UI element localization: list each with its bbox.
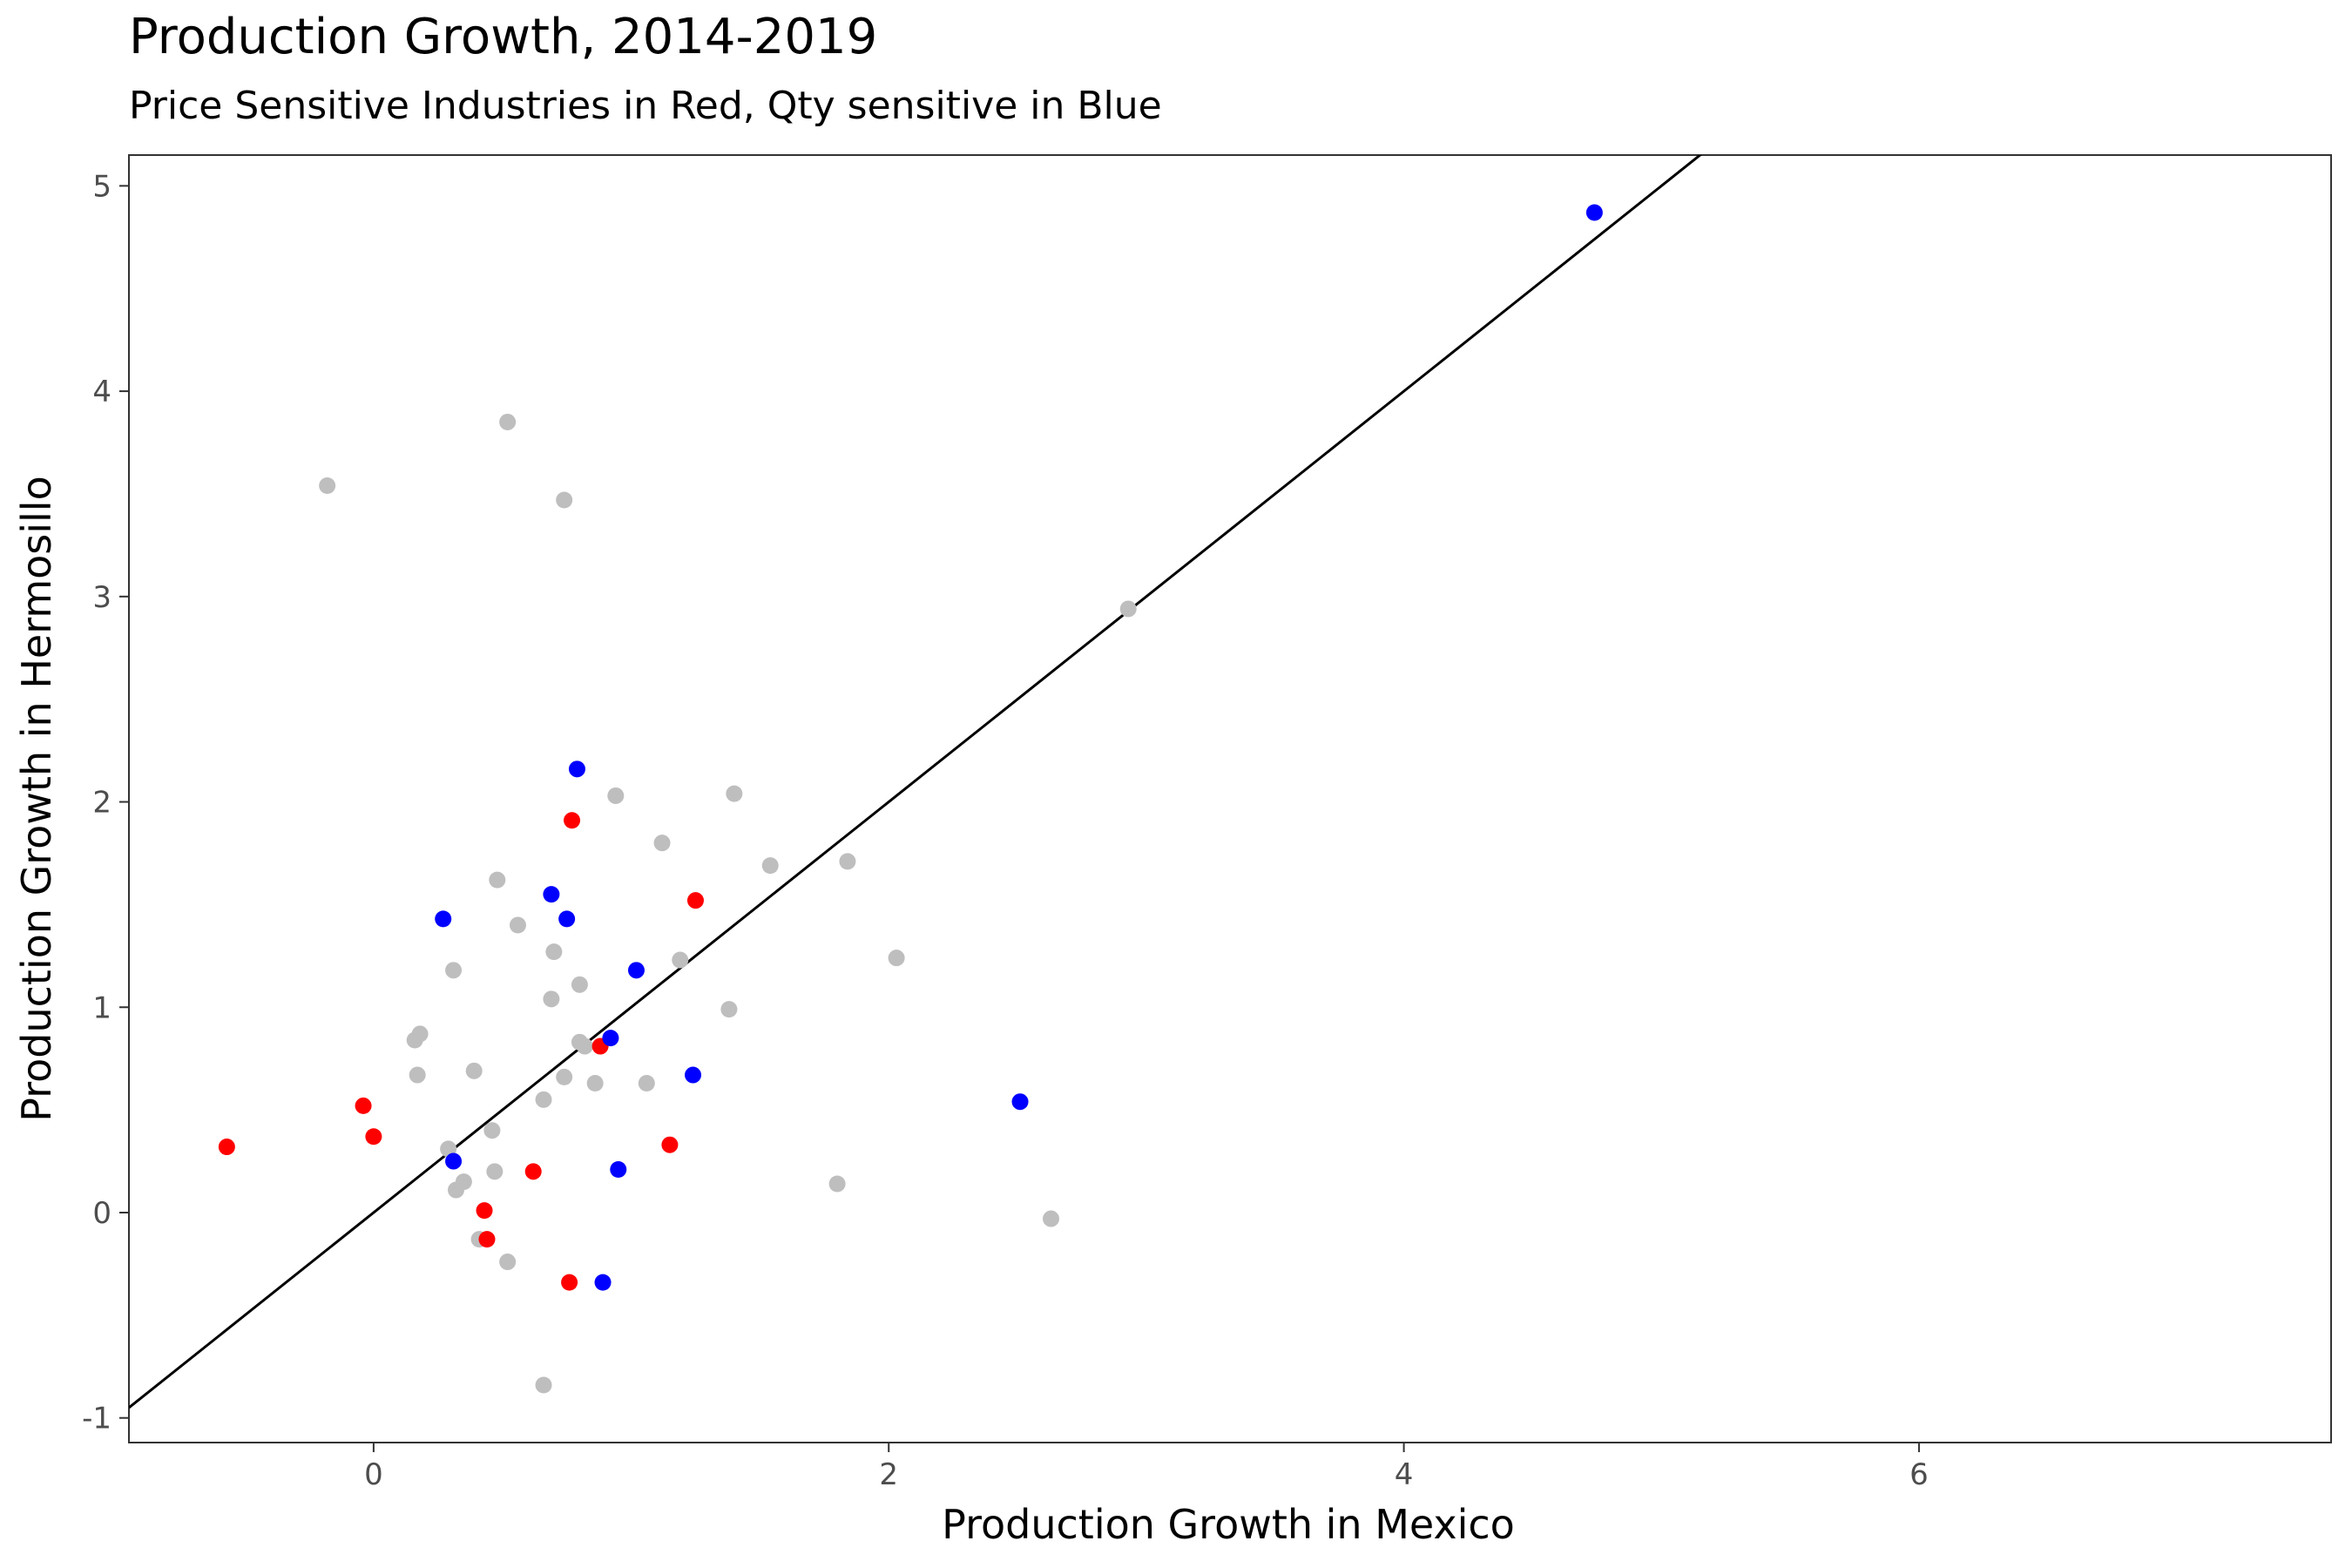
scatter-point-s0-37: [535, 1376, 552, 1394]
scatter-point-s1-6: [661, 1136, 679, 1153]
scatter-point-s0-16: [543, 990, 560, 1008]
scatter-point-s0-27: [535, 1091, 552, 1108]
scatter-point-s0-0: [319, 477, 336, 495]
scatter-point-s2-1: [568, 760, 585, 778]
scatter-point-s2-10: [610, 1160, 627, 1178]
x-tick-label: 6: [1909, 1457, 1929, 1492]
plot-panel: [128, 154, 2332, 1443]
scatter-point-s0-11: [545, 943, 563, 961]
scatter-point-s0-12: [672, 951, 689, 969]
scatter-point-s0-2: [556, 491, 573, 509]
scatter-point-s0-28: [483, 1122, 501, 1139]
scatter-point-s0-33: [828, 1175, 846, 1193]
y-tick-label: 2: [92, 786, 112, 821]
scatter-point-s2-7: [685, 1066, 702, 1084]
scatter-point-s0-23: [409, 1066, 426, 1084]
scatter-point-s2-0: [1585, 204, 1603, 221]
scatter-point-s0-8: [839, 853, 856, 870]
reference-line: [129, 155, 1703, 1409]
scatter-point-s2-4: [558, 910, 576, 928]
scatter-point-s2-8: [1011, 1093, 1029, 1111]
scatter-point-s0-5: [726, 785, 743, 802]
scatter-point-s0-9: [489, 871, 506, 889]
scatter-point-s0-4: [607, 787, 625, 804]
scatter-point-s0-10: [509, 916, 526, 934]
scatter-point-s2-6: [602, 1030, 619, 1047]
scatter-point-s1-9: [478, 1231, 496, 1248]
scatter-point-s0-3: [1119, 600, 1137, 618]
y-tick-label: 4: [92, 375, 112, 409]
scatter-point-s0-1: [499, 413, 517, 430]
scatter-point-s0-14: [445, 962, 463, 979]
x-axis-title: Production Growth in Mexico: [942, 1501, 1515, 1548]
scatter-point-s0-15: [571, 976, 588, 993]
scatter-point-s0-32: [448, 1181, 465, 1199]
y-tick-label: 3: [92, 580, 112, 615]
y-tick-label: -1: [82, 1402, 112, 1436]
scatter-point-s1-10: [561, 1274, 578, 1291]
x-tick-label: 0: [364, 1457, 383, 1492]
y-tick-label: 1: [92, 990, 112, 1025]
scatter-point-s0-13: [888, 950, 905, 967]
scatter-point-s0-30: [486, 1163, 504, 1180]
x-tick-label: 2: [879, 1457, 898, 1492]
scatter-point-s1-5: [218, 1139, 235, 1156]
scatter-point-s2-5: [627, 962, 645, 979]
scatter-point-s0-36: [499, 1254, 517, 1271]
chart-title: Production Growth, 2014-2019: [129, 9, 878, 65]
scatter-point-s1-3: [355, 1097, 372, 1114]
scatter-point-s1-4: [365, 1128, 382, 1146]
scatter-point-s2-2: [543, 886, 560, 903]
y-tick-label: 5: [92, 169, 112, 204]
scatter-point-s0-25: [586, 1074, 604, 1092]
scatter-point-s0-24: [556, 1068, 573, 1085]
scatter-point-s0-34: [1043, 1210, 1060, 1227]
scatter-point-s2-9: [445, 1152, 463, 1170]
scatter-point-s0-6: [653, 835, 671, 852]
scatter-point-s0-17: [720, 1001, 738, 1018]
chart-subtitle: Price Sensitive Industries in Red, Qty s…: [129, 84, 1162, 128]
scatter-point-s2-3: [435, 910, 452, 928]
scatter-point-s1-0: [564, 812, 581, 829]
scatter-point-s1-1: [686, 892, 704, 909]
scatter-point-s0-26: [638, 1074, 655, 1092]
scatter-point-s1-8: [476, 1202, 493, 1220]
x-tick-label: 4: [1395, 1457, 1414, 1492]
scatter-point-s0-22: [465, 1062, 483, 1079]
scatter-point-s0-7: [761, 857, 779, 875]
scatter-point-s0-19: [411, 1025, 429, 1043]
scatter-point-s0-21: [576, 1037, 593, 1055]
y-axis-title: Production Growth in Hermosillo: [13, 476, 60, 1121]
scatter-point-s1-7: [524, 1163, 542, 1180]
y-tick-label: 0: [92, 1196, 112, 1231]
scatter-point-s2-11: [594, 1274, 612, 1291]
